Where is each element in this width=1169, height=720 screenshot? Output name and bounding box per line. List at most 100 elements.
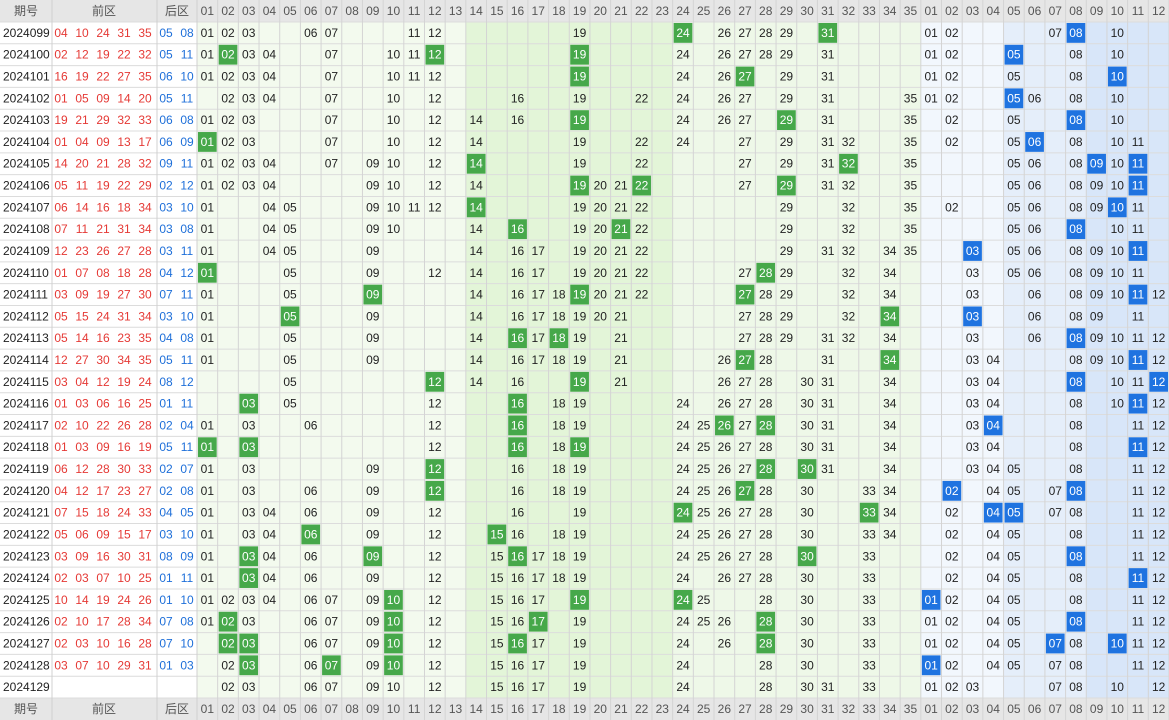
- cell-number: 09: [366, 484, 380, 498]
- hit-number: 19: [573, 288, 587, 302]
- cell-number: 05: [1007, 113, 1021, 127]
- cell-number: 04: [987, 484, 1001, 498]
- front-number: 21: [75, 113, 89, 127]
- hit-number: 02: [221, 48, 235, 62]
- cell-number: 20: [594, 179, 608, 193]
- cell-number: 28: [759, 680, 773, 694]
- hit-number: 34: [883, 309, 897, 323]
- front-hit: [239, 437, 259, 458]
- cell-number: 27: [738, 375, 752, 389]
- column-header: 23: [656, 702, 670, 716]
- front-number: 06: [54, 200, 68, 214]
- front-number: 27: [117, 70, 131, 84]
- cell-number: 01: [201, 179, 215, 193]
- cell-number: 02: [221, 26, 235, 40]
- cell-number: 03: [242, 26, 256, 40]
- hit-number: 12: [428, 484, 442, 498]
- issue: 2024107: [3, 200, 50, 214]
- cell-number: 10: [387, 200, 401, 214]
- issue: 2024119: [3, 462, 49, 476]
- cell-number: 18: [552, 462, 566, 476]
- cell-number: 03: [242, 48, 256, 62]
- front-number: 16: [117, 397, 131, 411]
- issue: 2024110: [3, 266, 49, 280]
- front-number: 21: [96, 222, 110, 236]
- cell-number: 28: [759, 658, 773, 672]
- cell-number: 12: [1152, 549, 1166, 563]
- back-number: 10: [180, 636, 194, 650]
- cell-number: 01: [201, 157, 215, 171]
- cell-number: 05: [1007, 200, 1021, 214]
- front-hit: [570, 175, 589, 196]
- column-header: 03: [966, 4, 980, 18]
- cell-number: 28: [759, 549, 773, 563]
- cell-number: 10: [387, 135, 401, 149]
- column-bg: [982, 22, 1004, 698]
- cell-number: 12: [428, 113, 442, 127]
- front-number: 09: [96, 91, 110, 105]
- hit-number: 14: [470, 157, 484, 171]
- cell-number: 30: [800, 615, 814, 629]
- back-number: 12: [180, 375, 194, 389]
- cell-number: 07: [1049, 680, 1063, 694]
- column-bg: [672, 22, 694, 698]
- cell-number: 30: [800, 636, 814, 650]
- cell-number: 19: [573, 222, 587, 236]
- column-header: 12: [428, 4, 442, 18]
- hit-number: 01: [201, 440, 215, 454]
- back-number: 11: [181, 397, 194, 411]
- front-number: 12: [54, 244, 68, 258]
- hit-number: 02: [221, 636, 235, 650]
- cell-number: 04: [987, 593, 1001, 607]
- issue: 2024103: [3, 113, 50, 127]
- column-bg: [714, 22, 735, 698]
- front-number: 17: [96, 615, 110, 629]
- back-hit: [1107, 66, 1127, 87]
- column-header: 27: [738, 702, 752, 716]
- front-hit: [611, 219, 631, 240]
- front-number: 03: [75, 397, 89, 411]
- cell-number: 30: [800, 484, 814, 498]
- cell-number: 09: [366, 527, 380, 541]
- cell-number: 10: [1111, 353, 1125, 367]
- cell-number: 09: [366, 593, 380, 607]
- front-number: 19: [75, 70, 89, 84]
- cell-number: 14: [470, 179, 484, 193]
- cell-number: 11: [1132, 527, 1145, 541]
- cell-number: 01: [201, 353, 215, 367]
- front-number: 28: [96, 462, 110, 476]
- cell-number: 12: [428, 200, 442, 214]
- front-number: 27: [117, 244, 131, 258]
- cell-number: 28: [759, 288, 773, 302]
- cell-number: 01: [201, 615, 215, 629]
- issue: 2024109: [3, 244, 50, 258]
- cell-number: 12: [1152, 571, 1166, 585]
- front-number: 30: [117, 462, 131, 476]
- column-header: 24: [676, 4, 690, 18]
- cell-number: 24: [676, 615, 690, 629]
- front-number: 05: [54, 527, 68, 541]
- cell-number: 27: [738, 397, 752, 411]
- back-number: 03: [159, 244, 173, 258]
- cell-number: 09: [366, 506, 380, 520]
- column-header: 09: [366, 4, 380, 18]
- front-number: 15: [75, 309, 89, 323]
- cell-number: 10: [1111, 244, 1125, 258]
- front-number: 28: [117, 157, 131, 171]
- cell-number: 35: [904, 91, 918, 105]
- hit-number: 02: [945, 484, 959, 498]
- cell-number: 29: [780, 288, 794, 302]
- cell-number: 26: [718, 375, 732, 389]
- cell-number: 19: [573, 200, 587, 214]
- cell-number: 02: [945, 70, 959, 84]
- cell-number: 12: [1152, 615, 1166, 629]
- hit-number: 30: [800, 549, 814, 563]
- hit-number: 22: [635, 179, 649, 193]
- cell-number: 27: [738, 331, 752, 345]
- cell-number: 02: [221, 70, 235, 84]
- column-bg: [1065, 22, 1087, 698]
- cell-number: 10: [1111, 222, 1125, 236]
- cell-number: 18: [552, 440, 566, 454]
- cell-number: 06: [304, 418, 318, 432]
- cell-number: 24: [676, 440, 690, 454]
